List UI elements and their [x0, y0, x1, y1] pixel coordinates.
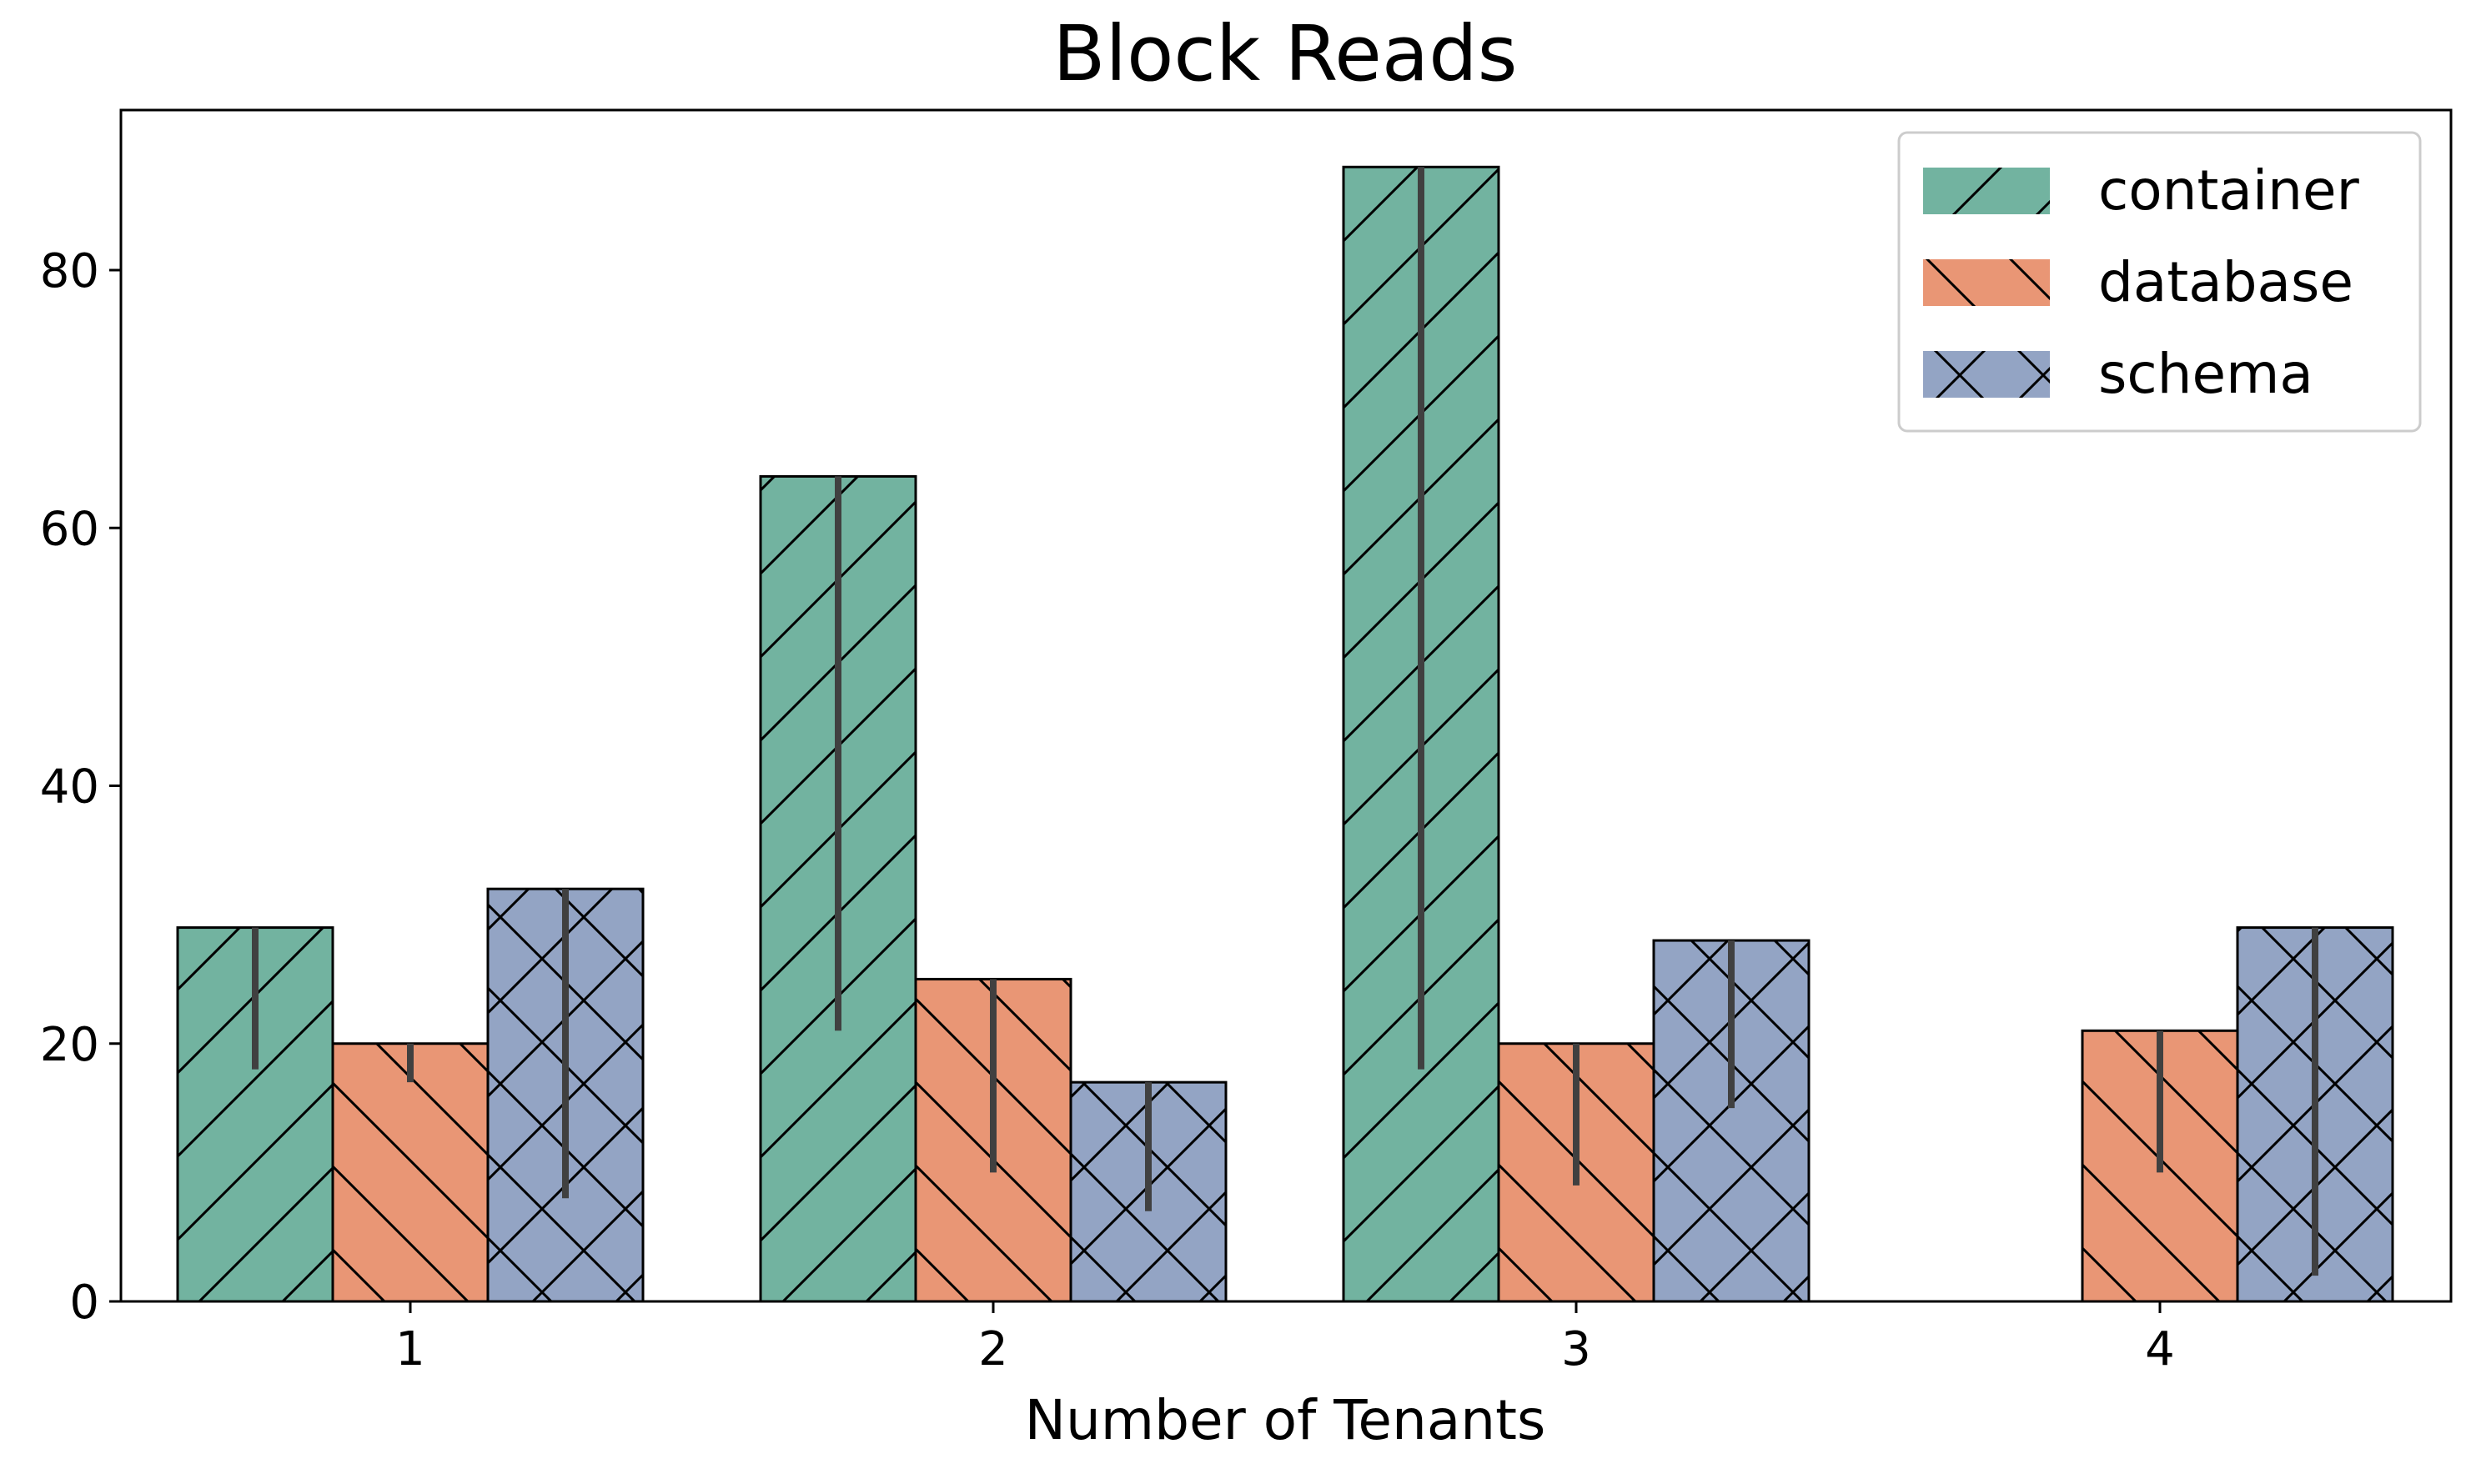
legend-swatch-database — [1923, 259, 2050, 306]
x-tick-label: 1 — [395, 1322, 425, 1376]
y-tick-label: 80 — [40, 244, 99, 298]
bar-database-1 — [331, 1042, 490, 1303]
legend: container database schema — [1897, 131, 2422, 433]
x-tick-label: 2 — [978, 1322, 1008, 1376]
legend-label-schema: schema — [2098, 342, 2313, 406]
y-tick-label: 60 — [40, 502, 99, 556]
x-tick-label: 4 — [2145, 1322, 2175, 1376]
x-axis-label: Number of Tenants — [1025, 1388, 1546, 1452]
y-tick-label: 40 — [40, 760, 99, 815]
y-axis: 0 20 40 60 80 — [40, 244, 121, 1330]
y-tick-label: 20 — [40, 1018, 99, 1072]
legend-label-database: database — [2098, 250, 2353, 314]
plot-frame — [119, 108, 2453, 1303]
legend-swatch-schema — [1923, 351, 2050, 398]
legend-swatch-container — [1923, 168, 2050, 214]
y-tick-label: 0 — [69, 1276, 99, 1330]
error-bars — [252, 167, 2318, 1276]
chart-title: Block Reads — [1052, 9, 1517, 98]
x-tick-label: 3 — [1561, 1322, 1591, 1376]
legend-label-container: container — [2098, 158, 2360, 223]
x-axis: 1 2 3 4 — [395, 1301, 2175, 1376]
